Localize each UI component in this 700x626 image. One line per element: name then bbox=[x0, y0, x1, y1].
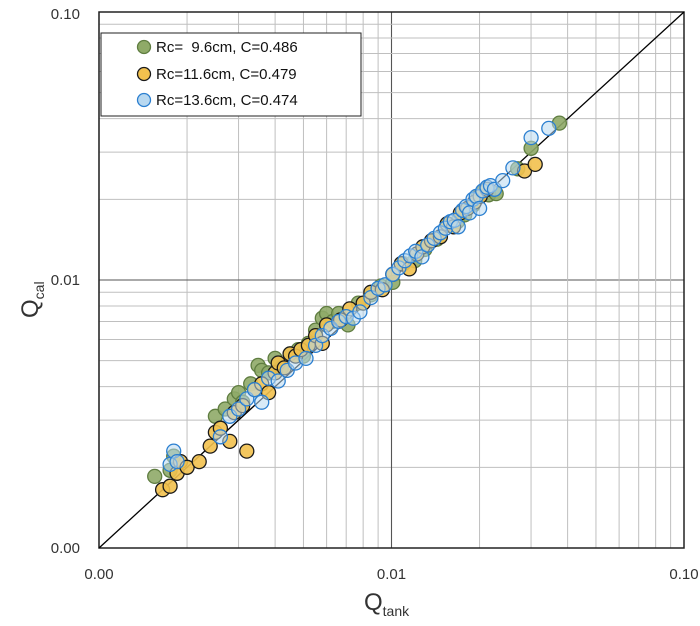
data-point-series-2-7 bbox=[246, 381, 263, 398]
data-point-series-2-42 bbox=[471, 200, 488, 217]
legend-label-rc-13-6: Rc=13.6cm, C=0.474 bbox=[156, 92, 298, 109]
legend-marker-rc-9-6 bbox=[136, 39, 152, 55]
data-point-series-2-23 bbox=[377, 277, 393, 293]
x-tick-label-0: 0.00 bbox=[84, 566, 113, 583]
x-tick-label-2: 0.10 bbox=[669, 566, 698, 583]
data-point-series-2-47 bbox=[495, 172, 511, 189]
legend-marker-rc-13-6 bbox=[136, 92, 152, 108]
data-points bbox=[147, 115, 568, 498]
data-point-series-2-36 bbox=[450, 219, 466, 235]
y-tick-label-1: 0.01 bbox=[51, 272, 80, 289]
data-point-series-2-5 bbox=[230, 401, 247, 417]
data-point-series-2-10 bbox=[270, 373, 286, 389]
data-point-series-2-8 bbox=[254, 394, 270, 410]
x-tick-label-1: 0.01 bbox=[377, 566, 406, 583]
x-axis-ticks: 0.00 0.01 0.10 bbox=[84, 566, 698, 583]
y-axis-label: Qcal bbox=[17, 281, 47, 318]
grid-lines bbox=[98, 12, 684, 549]
data-point-series-1-1 bbox=[162, 478, 178, 494]
data-point-series-2-3 bbox=[212, 429, 229, 445]
data-point-series-2-48 bbox=[505, 160, 521, 176]
data-point-series-2-49 bbox=[523, 129, 539, 146]
y-tick-label-2: 0.10 bbox=[51, 6, 80, 23]
y-tick-label-0: 0.00 bbox=[51, 540, 80, 557]
data-point-series-1-12 bbox=[239, 443, 255, 459]
data-point-series-2-13 bbox=[298, 350, 314, 367]
data-point-series-2-2 bbox=[169, 453, 185, 470]
legend-label-rc-9-6: Rc= 9.6cm, C=0.486 bbox=[156, 39, 298, 56]
data-point-series-1-6 bbox=[202, 438, 218, 454]
legend-label-rc-11-6: Rc=11.6cm, C=0.479 bbox=[156, 66, 297, 83]
legend-marker-rc-11-6 bbox=[136, 66, 152, 82]
y-axis-label-sub: cal bbox=[31, 281, 47, 299]
x-axis-label-main: Q bbox=[364, 589, 383, 616]
plot-area bbox=[98, 11, 685, 549]
y-axis-label-main: Q bbox=[17, 299, 44, 318]
x-axis-label-sub: tank bbox=[383, 603, 410, 619]
data-point-series-1-5 bbox=[191, 453, 207, 470]
y-axis-ticks: 0.00 0.01 0.10 bbox=[51, 6, 80, 557]
data-point-series-1-46 bbox=[527, 156, 543, 173]
x-axis-label: Qtank bbox=[364, 589, 410, 619]
data-point-series-0-0 bbox=[147, 468, 163, 485]
data-point-series-2-20 bbox=[352, 304, 368, 320]
legend: Rc= 9.6cm, C=0.486 Rc=11.6cm, C=0.479 Rc… bbox=[100, 32, 362, 117]
data-point-series-2-50 bbox=[541, 120, 557, 137]
